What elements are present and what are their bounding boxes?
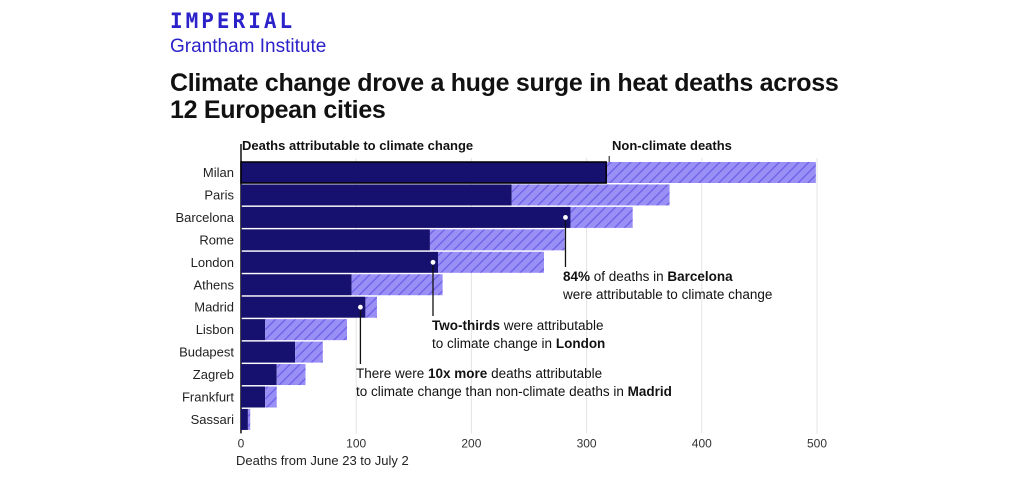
annotation-bold: 84% [563,269,590,284]
category-label: Madrid [194,300,234,315]
annotation-line1: 84% of deaths in Barcelona [563,269,733,284]
annotation-bold: Two-thirds [432,318,500,333]
bar-non-climate [247,408,251,430]
category-label: Paris [204,187,234,202]
annotation-bold-city: London [556,336,605,351]
category-label: Zagreb [193,367,234,382]
bar-climate [241,319,266,341]
annotation-line1: Two-thirds were attributable [432,318,604,333]
category-label: Budapest [179,345,234,360]
bar-climate [241,296,366,318]
bar-climate [241,408,248,430]
x-axis-label: Deaths from June 23 to July 2 [236,453,409,468]
category-label: Athens [194,277,235,292]
annotation-pre: There were [356,366,428,381]
category-label: Barcelona [175,210,234,225]
bar-climate [241,274,352,296]
annotation-line1: There were 10x more deaths attributable [356,366,602,381]
bar-non-climate [295,341,323,363]
category-label: Milan [203,165,234,180]
chart-title: Climate change drove a huge surge in hea… [170,69,839,124]
legend-non-climate: Non-climate deaths [612,138,732,153]
annotation-line2-text: to climate change in [432,336,556,351]
annotation-dot [358,304,363,310]
bar-climate [241,364,277,386]
annotation-dot [430,259,436,265]
annotation-bold: 10x more [428,366,488,381]
bar-non-climate [570,206,633,228]
x-tick-label: 100 [346,436,366,450]
annotation-line2: to climate change in London [432,336,605,351]
category-label: London [191,255,234,270]
annotation-line2: were attributable to climate change [562,287,772,302]
bar-non-climate [606,162,816,183]
annotation-dot [563,215,568,220]
bar-non-climate [437,251,544,273]
bar-climate [241,206,571,228]
annotation-line2-text: to climate change than non-climate death… [356,384,628,399]
bar-climate [241,341,296,363]
bar-climate [241,184,512,206]
annotation-line2: to climate change than non-climate death… [356,384,672,399]
legend-highlight [240,161,607,184]
x-tick-label: 300 [577,436,597,450]
category-label: Frankfurt [182,390,234,405]
legend-climate: Deaths attributable to climate change [242,138,473,153]
annotation-mid: were attributable [500,318,604,333]
annotation-mid: of deaths in [590,269,667,284]
annotation-bold-city: Barcelona [667,269,733,284]
bar-non-climate [429,229,565,251]
category-label: Sassari [191,412,234,427]
bar-non-climate [276,364,306,386]
bar-climate [241,251,438,273]
bar-non-climate [351,274,443,296]
bar-non-climate [265,319,347,341]
bar-non-climate [511,184,670,206]
bar-climate [241,162,607,183]
bar-non-climate [265,386,277,408]
annotation-bold-city: Madrid [628,384,672,399]
bar-climate [241,229,430,251]
x-tick-label: 400 [692,436,712,450]
x-tick-label: 0 [238,436,245,450]
x-tick-label: 200 [461,436,481,450]
x-tick-label: 500 [807,436,827,450]
category-label: Lisbon [196,322,234,337]
bar-non-climate [365,296,377,318]
brand-logo-text: IMPERIAL [170,9,296,33]
brand-subtitle: Grantham Institute [170,36,327,57]
annotation-mid: deaths attributable [487,366,602,381]
bar-climate [241,386,266,408]
category-label: Rome [199,232,234,247]
